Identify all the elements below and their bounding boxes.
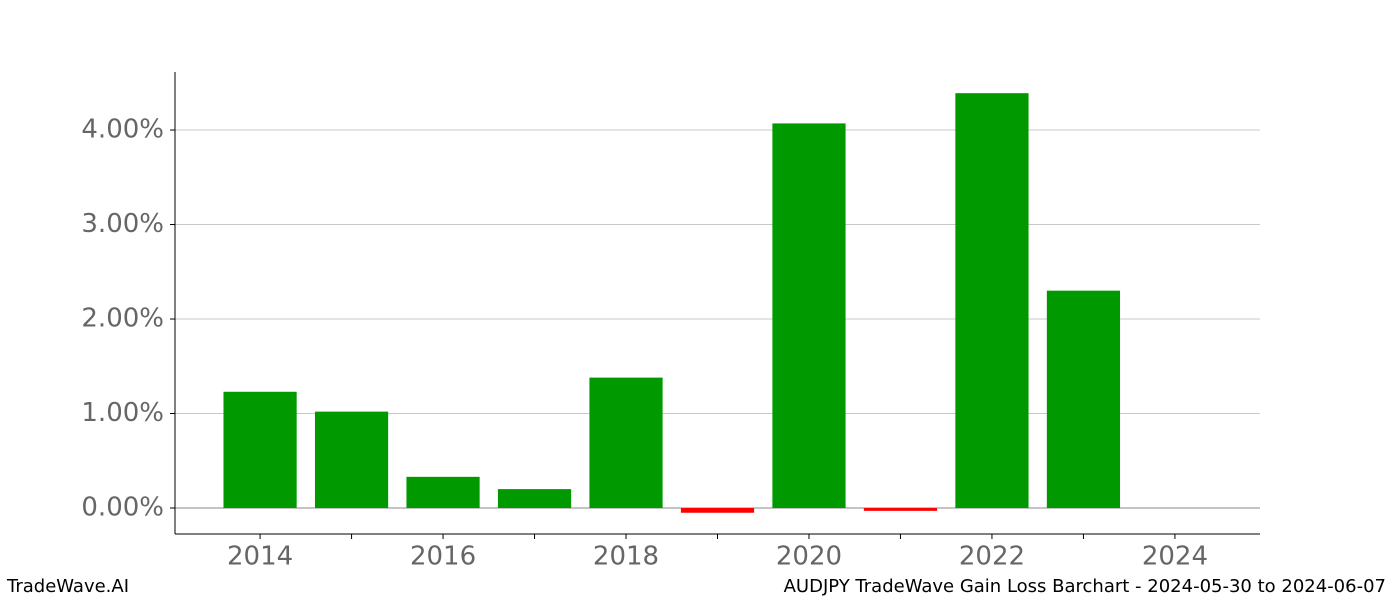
x-tick-label: 2024 [1142, 542, 1208, 572]
bar [589, 377, 663, 509]
footer-left: TradeWave.AI [6, 576, 129, 597]
bar [497, 489, 572, 509]
y-tick-label: 4.00% [81, 115, 164, 145]
bar [863, 508, 938, 511]
footer-right: AUDJPY TradeWave Gain Loss Barchart - 20… [784, 576, 1386, 597]
bar [314, 411, 389, 509]
bar [1046, 290, 1121, 509]
y-tick-label: 1.00% [81, 398, 164, 428]
x-tick-label: 2016 [410, 542, 476, 572]
y-tick-label: 0.00% [81, 493, 164, 523]
bar [772, 123, 846, 509]
bar [223, 391, 297, 509]
bar [680, 508, 755, 513]
bar [955, 93, 1029, 509]
x-tick-label: 2018 [593, 542, 659, 572]
bar [406, 476, 480, 509]
y-tick-label: 3.00% [81, 209, 164, 239]
x-tick-label: 2022 [959, 542, 1025, 572]
x-tick-label: 2014 [227, 542, 293, 572]
x-tick-label: 2020 [776, 542, 842, 572]
y-tick-label: 2.00% [81, 304, 164, 334]
